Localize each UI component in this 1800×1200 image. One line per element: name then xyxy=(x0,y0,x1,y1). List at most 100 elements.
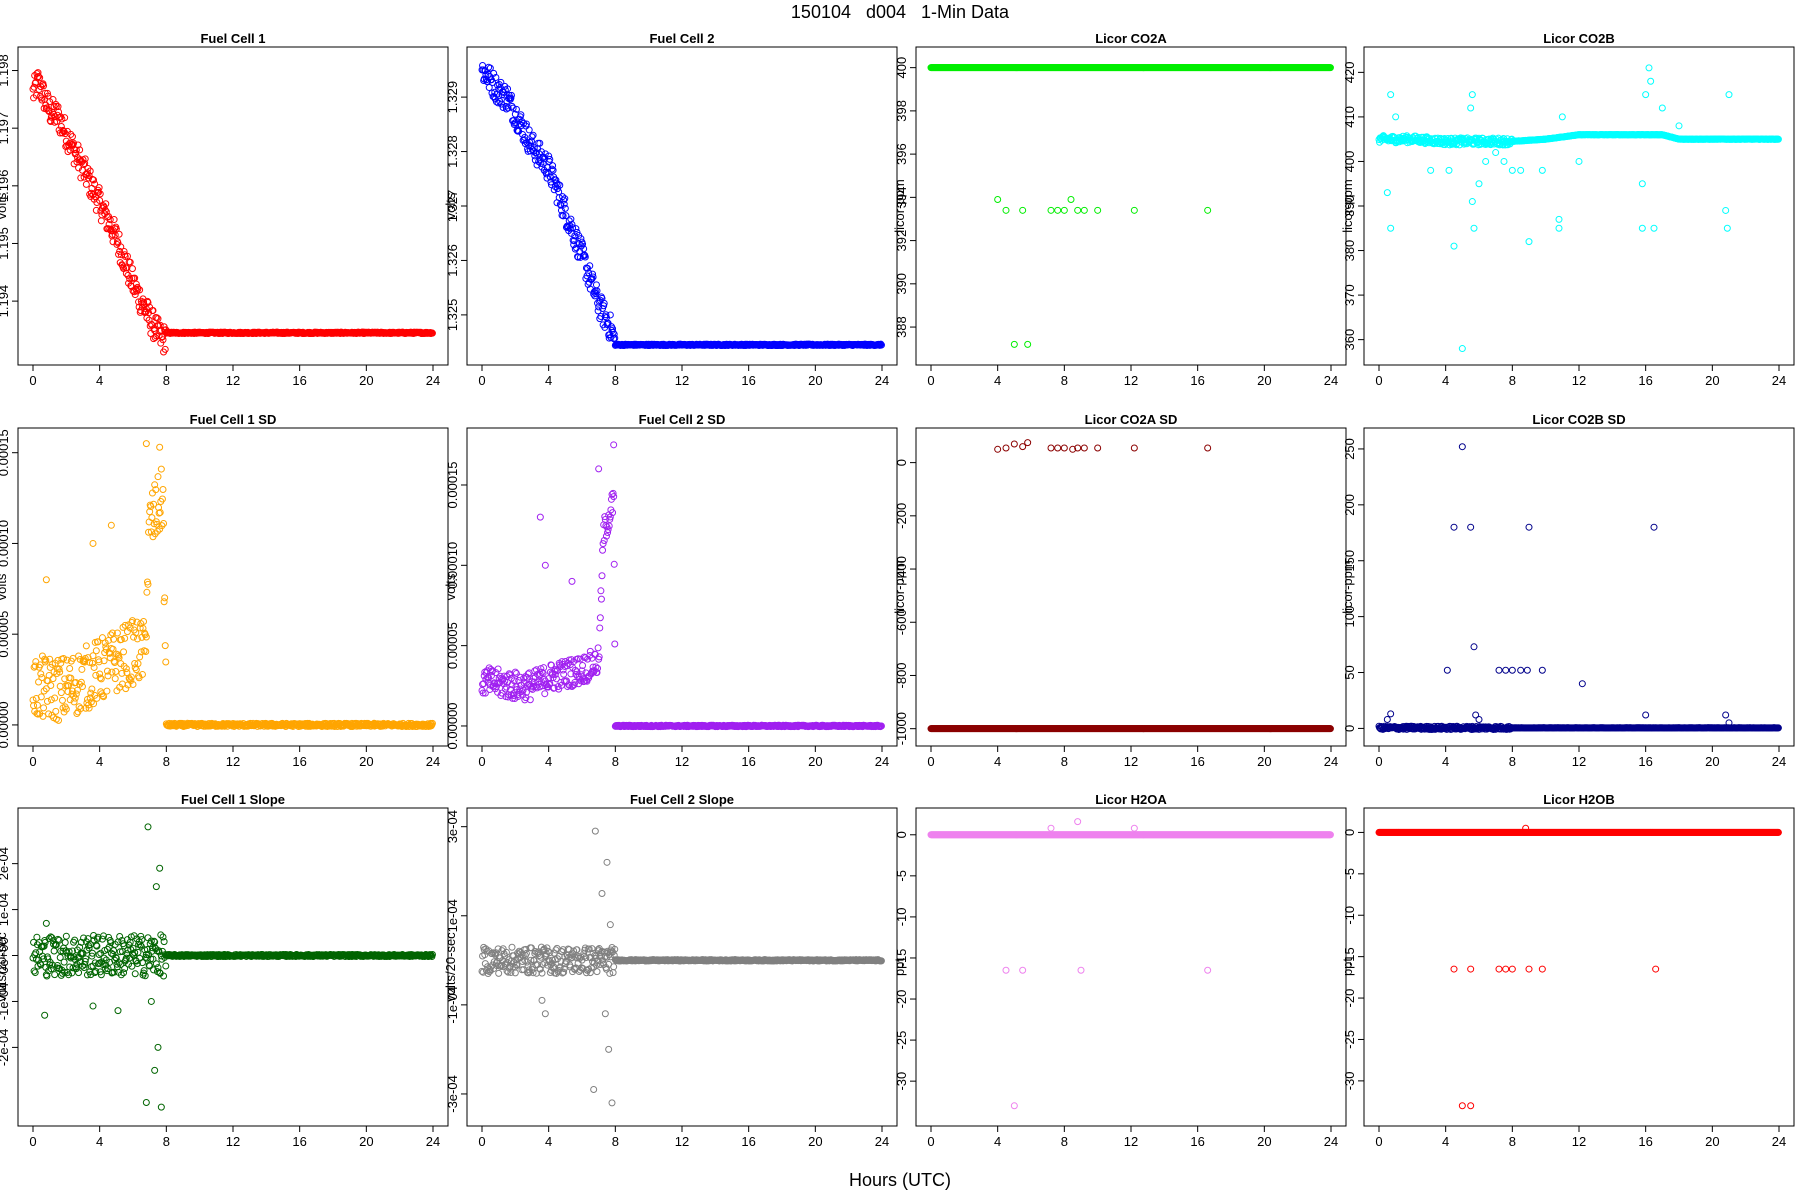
data-point xyxy=(140,298,148,306)
outlier-point xyxy=(89,539,97,547)
data-point xyxy=(581,253,589,261)
x-tick-label: 8 xyxy=(163,373,170,388)
x-tick-label: 20 xyxy=(1257,373,1271,388)
data-point xyxy=(77,174,85,182)
outlier-point xyxy=(1482,157,1490,165)
x-tick-label: 24 xyxy=(426,754,440,769)
panel-title: Fuel Cell 1 SD xyxy=(190,412,277,427)
data-point xyxy=(134,285,142,293)
outlier-point xyxy=(156,443,164,451)
data-point xyxy=(610,330,618,338)
x-tick-label: 12 xyxy=(1124,373,1138,388)
outlier-point xyxy=(1392,113,1400,121)
x-tick-label: 12 xyxy=(226,754,240,769)
data-point xyxy=(596,614,604,622)
data-point xyxy=(86,167,94,175)
y-tick-label: 420 xyxy=(1342,62,1357,84)
data-point xyxy=(92,206,100,214)
outlier-point xyxy=(1722,206,1730,214)
data-point xyxy=(599,546,607,554)
data-point xyxy=(492,73,500,81)
data-point xyxy=(502,105,510,113)
data-point xyxy=(159,336,167,344)
data-points xyxy=(927,64,1334,348)
data-point xyxy=(82,642,90,650)
outlier-point xyxy=(1638,180,1646,188)
outlier-point xyxy=(1387,224,1395,232)
panel-title: Licor CO2B xyxy=(1543,31,1615,46)
data-point xyxy=(528,133,536,141)
data-point xyxy=(90,176,98,184)
panel-ylabel: volts xyxy=(443,192,458,219)
y-tick-label: 1.195 xyxy=(0,227,11,260)
data-point xyxy=(128,265,136,273)
x-tick-label: 20 xyxy=(1705,373,1719,388)
data-point xyxy=(546,155,554,163)
y-tick-label: -400 xyxy=(894,556,909,582)
y-tick-label: 0.00010 xyxy=(0,520,11,567)
y-tick-label: 0.00000 xyxy=(0,701,11,748)
plot-frame xyxy=(17,46,449,366)
data-point xyxy=(131,274,139,282)
y-tick-label: -800 xyxy=(894,662,909,688)
data-point xyxy=(92,647,100,655)
data-point xyxy=(545,152,553,160)
x-tick-label: 20 xyxy=(359,754,373,769)
data-point xyxy=(569,224,577,232)
data-point xyxy=(579,240,587,248)
outlier-point xyxy=(994,196,1002,204)
data-point xyxy=(43,697,51,705)
data-point xyxy=(88,685,96,693)
x-tick-label: 0 xyxy=(927,754,934,769)
outlier-point xyxy=(1517,166,1525,174)
data-point xyxy=(151,333,159,341)
data-point xyxy=(95,188,103,196)
data-point xyxy=(606,311,614,319)
data-point xyxy=(53,111,61,119)
data-point xyxy=(157,465,165,473)
data-point xyxy=(598,572,606,580)
data-point xyxy=(549,166,557,174)
data-point xyxy=(556,181,564,189)
data-point xyxy=(112,225,120,233)
x-tick-label: 24 xyxy=(1324,373,1338,388)
data-point xyxy=(592,281,600,289)
outlier-point xyxy=(1638,224,1646,232)
x-tick-label: 8 xyxy=(1061,373,1068,388)
outlier-point xyxy=(1575,157,1583,165)
data-point xyxy=(509,104,517,112)
data-point xyxy=(593,287,601,295)
x-tick-label: 24 xyxy=(1772,373,1786,388)
data-point xyxy=(493,90,501,98)
x-tick-label: 24 xyxy=(875,373,889,388)
data-point xyxy=(54,103,62,111)
x-tick-label: 0 xyxy=(1375,373,1382,388)
y-tick-label: 0.00005 xyxy=(0,611,11,658)
data-point xyxy=(58,696,66,704)
x-tick-label: 20 xyxy=(1257,754,1271,769)
x-tick-label: 16 xyxy=(292,754,306,769)
outlier-point xyxy=(142,440,150,448)
data-point xyxy=(148,489,156,497)
x-tick-label: 8 xyxy=(163,754,170,769)
data-points xyxy=(478,62,885,350)
outlier-point xyxy=(1525,238,1533,246)
data-point xyxy=(600,299,608,307)
x-tick-label: 4 xyxy=(545,373,552,388)
outlier-point xyxy=(1130,206,1138,214)
data-point xyxy=(504,104,512,112)
data-point xyxy=(112,668,120,676)
y-tick-label: 380 xyxy=(1342,240,1357,262)
x-tick-label: 16 xyxy=(1190,754,1204,769)
figure-title: 150104 d004 1-Min Data xyxy=(790,2,1010,22)
data-point xyxy=(572,225,580,233)
data-point xyxy=(589,273,597,281)
plot-frame xyxy=(17,427,449,747)
outlier-point xyxy=(1383,189,1391,197)
data-point xyxy=(561,204,569,212)
outlier-point xyxy=(1067,196,1075,204)
x-tick-label: 16 xyxy=(1190,373,1204,388)
data-points xyxy=(1375,64,1782,353)
